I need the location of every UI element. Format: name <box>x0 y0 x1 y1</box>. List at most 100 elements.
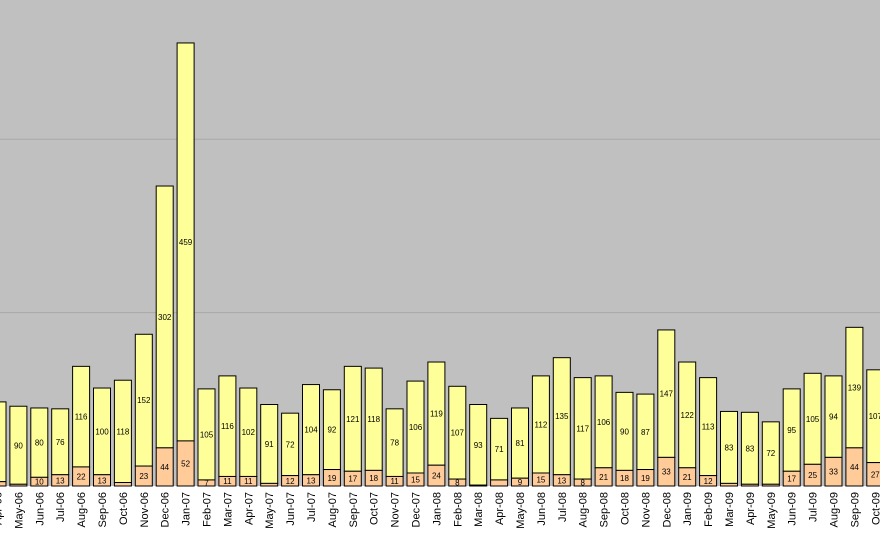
x-tick-label: Feb-09 <box>703 492 715 527</box>
data-label-bottom: 27 <box>871 470 880 479</box>
x-tick-label: Sep-07 <box>348 492 360 527</box>
x-tick-label: Mar-09 <box>724 492 736 527</box>
x-tick-label: Oct-06 <box>118 492 130 525</box>
data-label-top: 94 <box>829 413 838 422</box>
bar-segment-bottom <box>678 467 697 487</box>
data-label-top: 76 <box>56 438 65 447</box>
bar-segment-bottom <box>824 456 843 487</box>
data-label-top: 117 <box>576 424 589 433</box>
data-label-top: 102 <box>242 428 256 437</box>
bar-segment-bottom <box>72 466 91 487</box>
bar-segment-bottom <box>134 465 153 487</box>
bar-segment-bottom <box>93 474 111 487</box>
bar-segment-bottom <box>176 440 195 487</box>
data-label-bottom: 15 <box>411 475 420 484</box>
data-label-top: 107 <box>869 412 880 421</box>
data-label-top: 135 <box>555 412 569 421</box>
data-label-bottom: 12 <box>704 477 713 486</box>
data-label-top: 93 <box>474 441 483 450</box>
bar-segment-bottom <box>803 463 822 487</box>
data-label-top: 106 <box>409 423 423 432</box>
data-label-bottom: 33 <box>829 468 838 477</box>
x-tick-label: Dec-06 <box>160 492 172 527</box>
gridlines <box>0 138 880 314</box>
data-label-top: 113 <box>702 423 715 432</box>
data-label-bottom: 19 <box>641 474 650 483</box>
x-tick-label: Mar-07 <box>222 492 234 527</box>
bar-segment-bottom <box>322 469 341 487</box>
bar-segment-bottom <box>573 478 592 487</box>
bar-segment-bottom <box>782 470 801 487</box>
data-label-bottom: 17 <box>348 475 357 484</box>
bar-segment-bottom <box>113 482 132 487</box>
data-label-bottom: 12 <box>286 477 295 486</box>
bar-segment-bottom <box>427 464 446 487</box>
data-label-bottom: 18 <box>620 474 629 483</box>
data-label-bottom: 8 <box>455 479 460 488</box>
data-label-bottom: 44 <box>160 463 169 472</box>
x-tick-label: Jun-07 <box>285 492 297 526</box>
data-label-bottom: 11 <box>390 477 399 486</box>
bar-segment-bottom <box>469 484 488 487</box>
x-tick-label: Jun-06 <box>34 492 46 526</box>
x-tick-label: May-07 <box>264 492 276 529</box>
data-label-top: 100 <box>95 427 109 436</box>
x-tick-label: Jul-07 <box>306 492 318 522</box>
data-label-top: 112 <box>535 420 548 429</box>
x-tick-label: Aug-09 <box>829 492 841 527</box>
data-label-top: 107 <box>451 429 465 438</box>
data-label-top: 139 <box>848 384 862 393</box>
data-label-top: 121 <box>346 415 360 424</box>
bars <box>0 42 880 487</box>
x-tick-label: Aug-07 <box>327 492 339 527</box>
data-label-bottom: 13 <box>56 476 65 485</box>
data-label-top: 78 <box>390 439 399 448</box>
x-tick-label: May-06 <box>13 492 25 529</box>
data-labels: 3590801076131162210013118152233024445952… <box>0 238 880 489</box>
x-tick-label: Nov-08 <box>640 492 652 527</box>
data-label-top: 90 <box>620 427 629 436</box>
x-tick-label: Jun-08 <box>536 492 548 526</box>
x-tick-label: Jul-09 <box>808 492 820 522</box>
data-label-bottom: 9 <box>518 478 523 487</box>
bar-segment-bottom <box>260 482 279 487</box>
data-label-top: 72 <box>286 440 295 449</box>
x-tick-label: Apr-09 <box>745 492 757 525</box>
bar-segment-bottom <box>406 472 425 487</box>
bar-segment-bottom <box>740 483 759 487</box>
bar-segment-bottom <box>552 474 571 487</box>
bar-segment-bottom <box>594 467 613 487</box>
x-tick-label: May-08 <box>515 492 527 529</box>
data-label-bottom: 11 <box>223 477 232 486</box>
bar-segment-bottom <box>699 475 718 487</box>
data-label-bottom: 21 <box>599 473 608 482</box>
bar-segment-bottom <box>636 469 655 487</box>
data-label-bottom: 13 <box>98 476 107 485</box>
data-label-bottom: 23 <box>139 472 148 481</box>
bar-segment-bottom <box>0 481 7 487</box>
data-label-top: 104 <box>304 426 318 435</box>
bar-segment-bottom <box>30 476 49 487</box>
x-tick-label: Dec-07 <box>411 492 423 527</box>
x-tick-label: Apr-08 <box>494 492 506 525</box>
bar-segment-bottom <box>448 478 467 487</box>
bar-segment-bottom <box>302 474 320 487</box>
x-tick-label: Aug-06 <box>76 492 88 527</box>
x-tick-label: Nov-06 <box>139 492 151 527</box>
bar-segment-bottom <box>761 483 780 487</box>
x-tick-label: Apr-06 <box>0 492 5 525</box>
data-label-bottom: 17 <box>787 475 796 484</box>
data-label-bottom: 21 <box>683 473 692 482</box>
data-label-bottom: 13 <box>307 476 316 485</box>
data-label-top: 83 <box>725 443 734 452</box>
x-tick-label: Jul-08 <box>557 492 569 522</box>
data-label-top: 87 <box>641 428 650 437</box>
bar-segment-bottom <box>845 447 864 487</box>
x-tick-label: Jan-07 <box>181 492 193 526</box>
data-label-top: 119 <box>430 410 443 419</box>
bar-segment-bottom <box>218 475 237 487</box>
data-label-bottom: 52 <box>181 459 190 468</box>
bar-segment-top <box>0 401 7 483</box>
x-tick-label: Sep-09 <box>849 492 861 527</box>
x-tick-label: Apr-07 <box>243 492 255 525</box>
